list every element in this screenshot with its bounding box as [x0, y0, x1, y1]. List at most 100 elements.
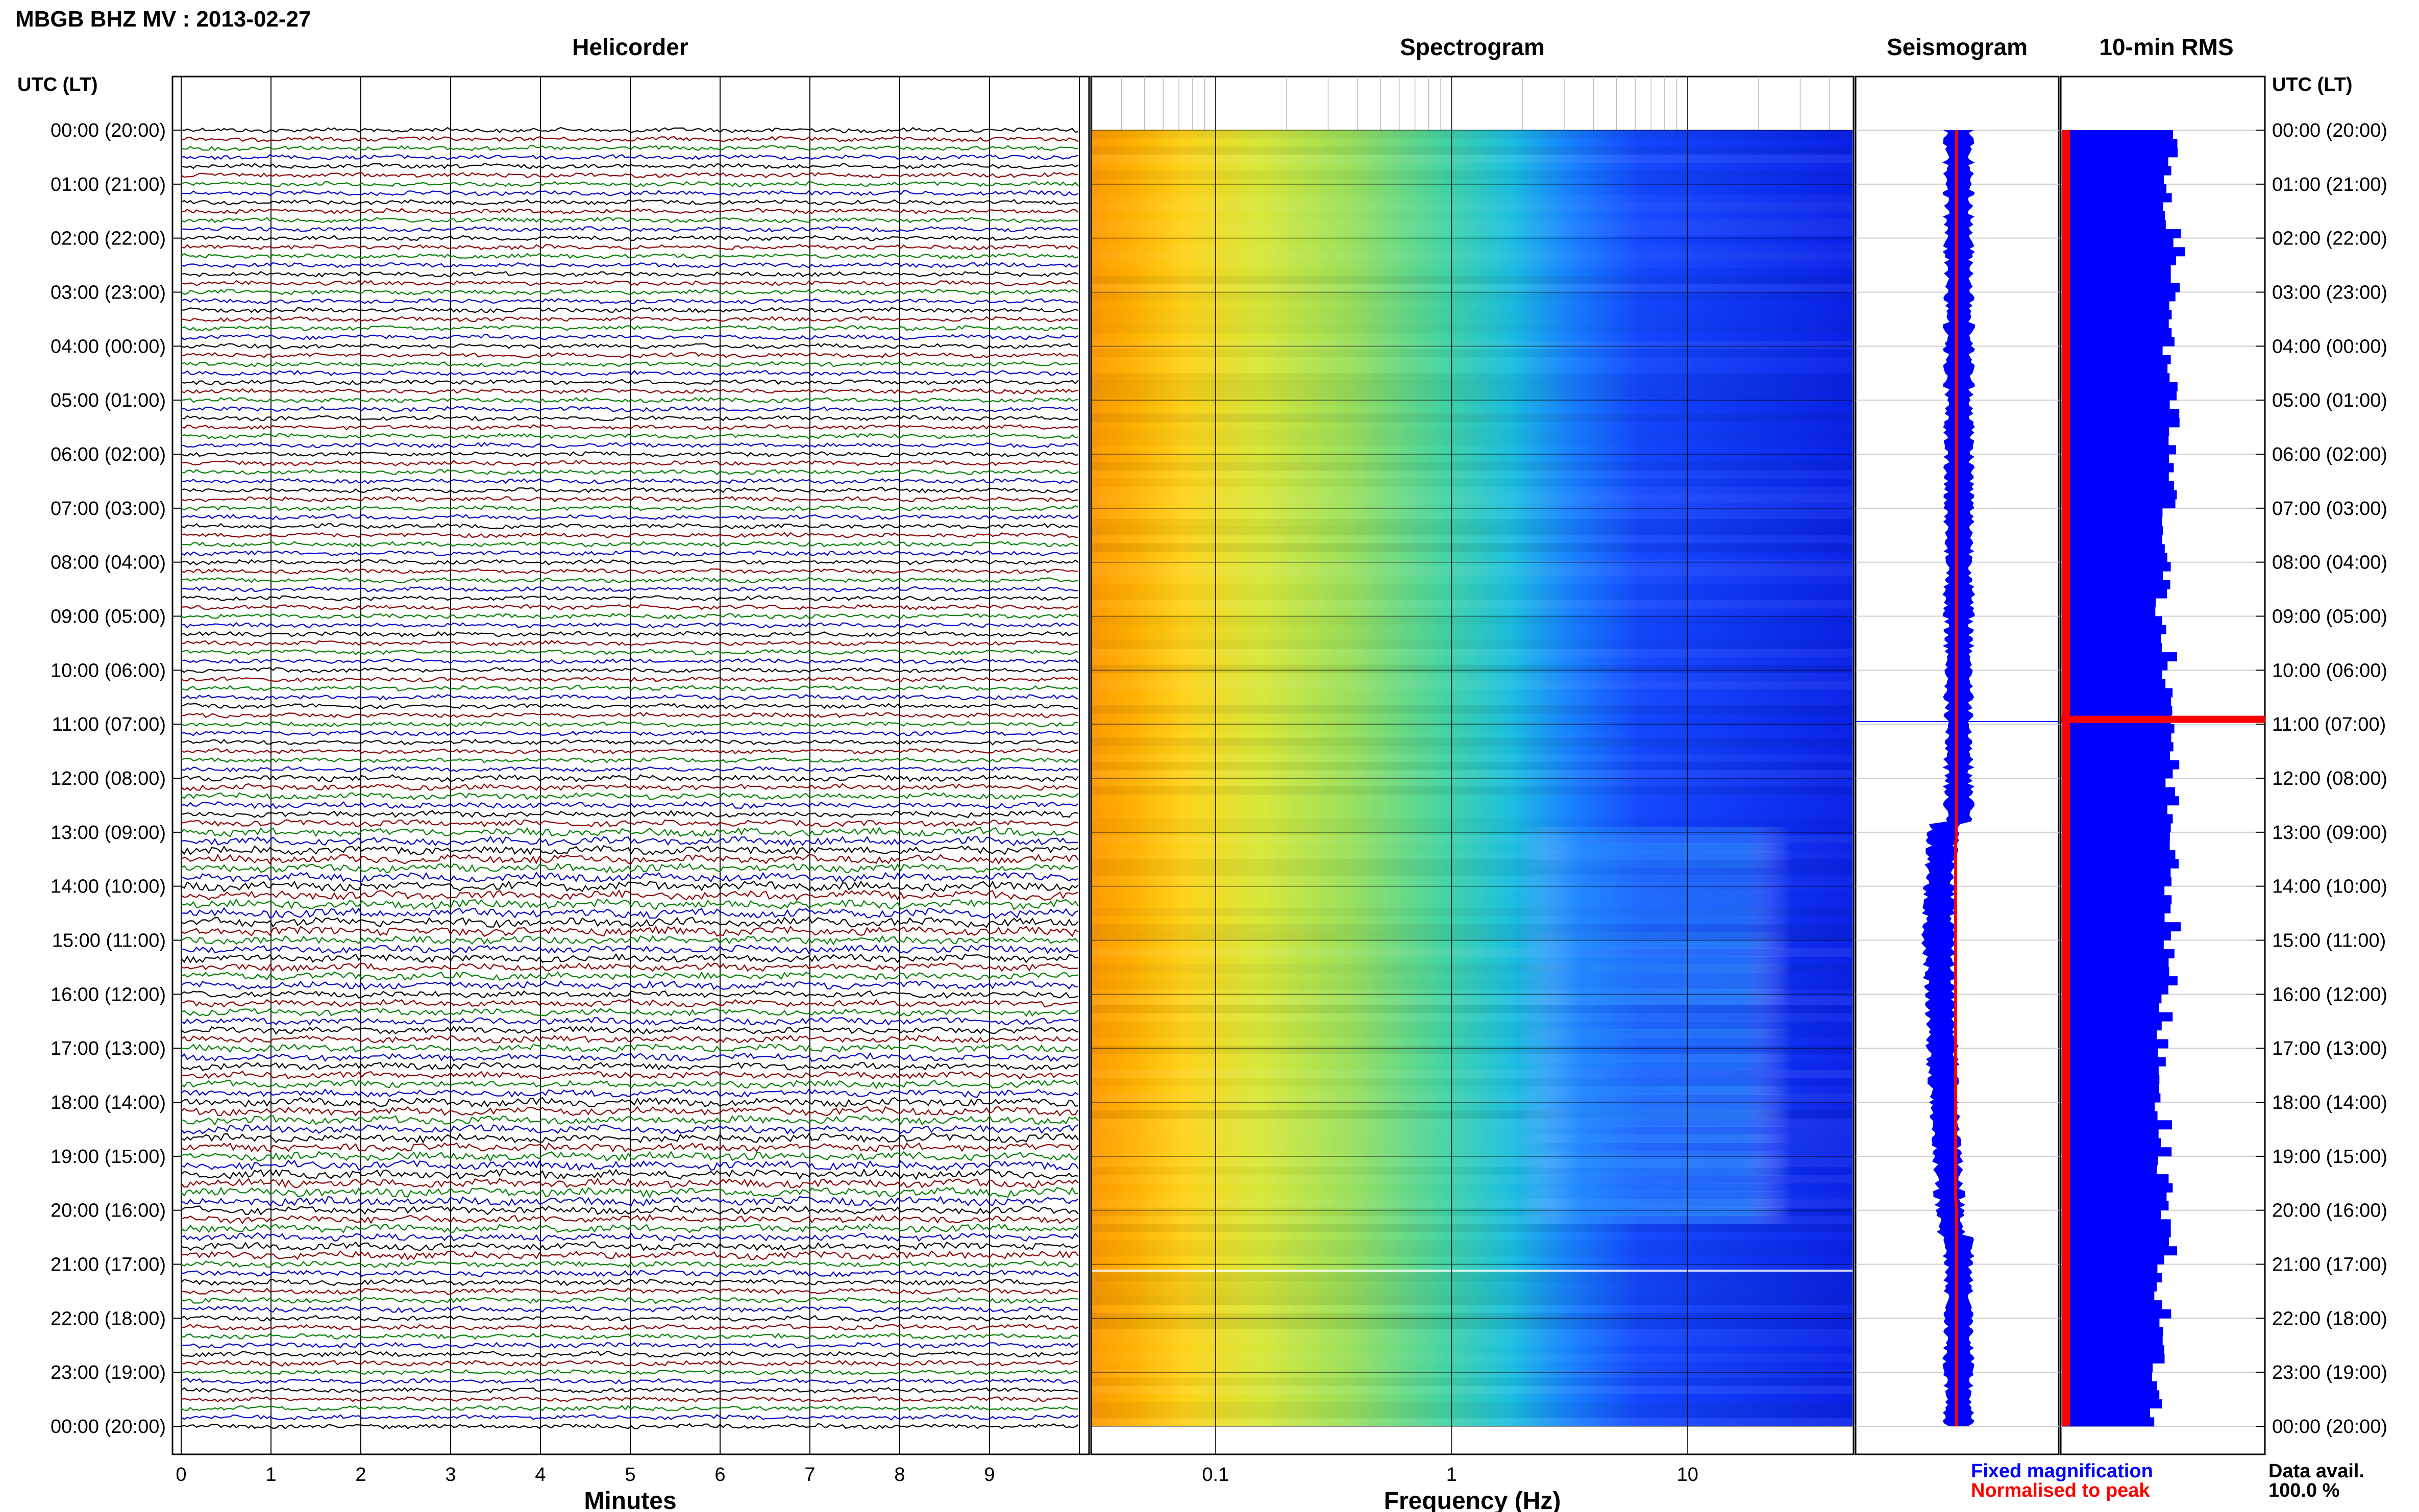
rms-bar — [2062, 697, 2171, 707]
spectrogram-active-row — [1092, 1175, 1853, 1184]
spectrogram-row — [1092, 154, 1853, 163]
rms-bar — [2062, 1165, 2157, 1175]
rms-bar — [2062, 166, 2171, 176]
spectrogram-active-row — [1092, 1094, 1853, 1103]
spectrogram-row — [1092, 673, 1853, 681]
helicorder-trace — [181, 406, 1079, 412]
spectrogram-row — [1092, 1345, 1853, 1353]
spectrogram-row — [1092, 697, 1853, 705]
left-time-label: 06:00 (02:00) — [51, 444, 166, 465]
spectrogram-row — [1092, 340, 1853, 350]
helicorder-title: Helicorder — [572, 34, 688, 60]
right-time-label: 04:00 (00:00) — [2272, 336, 2387, 357]
rms-bar — [2062, 1345, 2164, 1355]
helicorder-trace — [181, 424, 1079, 431]
rms-bar — [2062, 922, 2181, 932]
rms-bar — [2062, 607, 2156, 616]
spectrogram-row — [1092, 389, 1853, 398]
rms-bar — [2062, 859, 2179, 869]
left-time-label: 19:00 (15:00) — [51, 1146, 166, 1168]
rms-bar — [2062, 1363, 2153, 1373]
helicorder-trace — [181, 244, 1079, 251]
helicorder-trace — [181, 1061, 1079, 1071]
spectrogram-row — [1092, 486, 1853, 495]
spectrogram-row — [1092, 1312, 1853, 1322]
rms-bar — [2062, 1084, 2159, 1094]
spectrogram-active-row — [1092, 980, 1853, 989]
helicorder-trace — [181, 1070, 1079, 1080]
spectrogram-row — [1092, 268, 1853, 276]
left-time-label: 12:00 (08:00) — [51, 768, 166, 789]
spectrogram-row — [1092, 211, 1853, 219]
rms-bar — [2062, 247, 2185, 257]
helicorder-trace — [181, 898, 1079, 910]
spectrogram-row — [1092, 276, 1853, 285]
helicorder-trace — [181, 880, 1079, 893]
right-time-label: 22:00 (18:00) — [2272, 1308, 2387, 1329]
helicorder-trace — [181, 1133, 1079, 1144]
spectrogram-row — [1092, 576, 1853, 584]
right-time-label: 16:00 (12:00) — [2272, 984, 2387, 1005]
rms-bar — [2062, 274, 2171, 284]
rms-bar — [2062, 1228, 2171, 1237]
left-time-label: 08:00 (04:00) — [51, 552, 166, 574]
helicorder-trace — [181, 280, 1079, 286]
rms-bar — [2062, 220, 2166, 230]
rms-bar — [2062, 454, 2169, 463]
helicorder-trace — [181, 1278, 1079, 1286]
left-time-label: 05:00 (01:00) — [51, 390, 166, 411]
helicorder-trace — [181, 1205, 1079, 1216]
minutes-tick-label: 4 — [535, 1464, 546, 1485]
rms-bar — [2062, 1021, 2162, 1031]
spectrogram-row — [1092, 195, 1853, 203]
helicorder-trace — [181, 845, 1079, 856]
spectrogram-row — [1092, 494, 1853, 503]
rms-bar — [2062, 1336, 2163, 1346]
right-time-label: 10:00 (06:00) — [2272, 660, 2387, 681]
helicorder-trace — [181, 586, 1079, 592]
rms-bar — [2062, 490, 2177, 500]
seismogram-normalised-series — [1954, 130, 1958, 1426]
rms-bar — [2062, 535, 2162, 544]
minutes-tick-label: 6 — [714, 1464, 725, 1485]
rms-bar — [2062, 364, 2168, 374]
rms-bar — [2062, 1327, 2163, 1336]
rms-availability-marker — [2062, 130, 2070, 1426]
spectrogram-row — [1092, 235, 1853, 243]
helicorder-trace — [181, 907, 1079, 919]
helicorder-trace — [181, 1168, 1079, 1180]
spectrogram-row — [1092, 170, 1853, 179]
rms-bar — [2062, 238, 2174, 247]
helicorder-trace — [181, 1034, 1079, 1044]
helicorder-trace — [181, 495, 1079, 503]
spectrogram-active-row — [1092, 1118, 1853, 1127]
rms-bar — [2062, 787, 2175, 797]
rms-bar — [2062, 742, 2174, 752]
helicorder-trace — [181, 1052, 1079, 1062]
spectrogram-active-row — [1092, 940, 1853, 949]
helicorder-trace — [181, 774, 1079, 783]
spectrogram-row — [1092, 316, 1853, 325]
helicorder-trace — [181, 505, 1079, 512]
helicorder-trace — [181, 1159, 1079, 1171]
spectrogram-row — [1092, 243, 1853, 252]
rms-bar — [2062, 292, 2176, 302]
helicorder-grid — [181, 77, 1080, 1454]
rms-bar — [2062, 823, 2171, 833]
rms-bar — [2062, 976, 2178, 986]
spectrogram-row — [1092, 705, 1853, 714]
spectrogram-rows — [1092, 130, 1853, 1426]
legend-fixed: Fixed magnification — [1971, 1460, 2153, 1482]
spectrogram-row — [1092, 754, 1853, 762]
spectrogram-row — [1092, 584, 1853, 592]
spectrogram-active-row — [1092, 1005, 1853, 1013]
right-time-label: 00:00 (20:00) — [2272, 120, 2387, 141]
left-time-label: 15:00 (11:00) — [52, 930, 166, 952]
rms-bar — [2062, 463, 2174, 473]
spectrogram-active-row — [1092, 859, 1853, 868]
helicorder-trace — [181, 738, 1079, 746]
helicorder-trace — [181, 352, 1079, 359]
spectrogram-row — [1092, 430, 1853, 438]
rms-bar — [2062, 1201, 2169, 1210]
helicorder-trace — [181, 712, 1079, 718]
